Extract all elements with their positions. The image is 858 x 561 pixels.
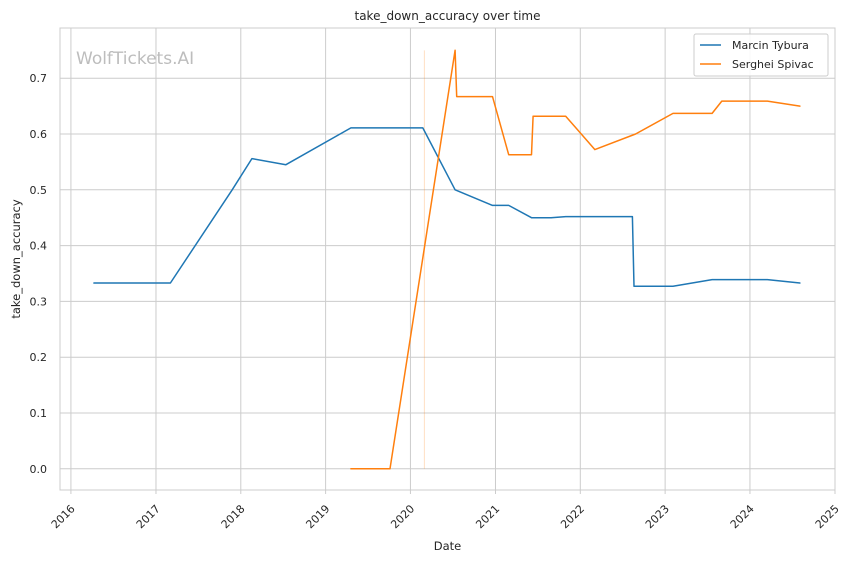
watermark: WolfTickets.AI (76, 49, 194, 69)
y-tick-label: 0.5 (30, 184, 48, 197)
x-tick-label: 2019 (303, 502, 332, 531)
x-tick-label: 2020 (388, 502, 417, 531)
legend: Marcin Tybura Serghei Spivac (693, 33, 829, 77)
x-axis-label: Date (434, 539, 462, 553)
series-layer (93, 49, 801, 470)
series-line-serghei-spivac (350, 49, 801, 470)
series-line-marcin-tybura (93, 127, 801, 288)
x-tick-label: 2023 (643, 502, 672, 531)
y-tick-label: 0.6 (30, 128, 48, 141)
legend-box (693, 33, 829, 77)
x-tick-label: 2017 (134, 502, 163, 531)
legend-label-serghei-spivac: Serghei Spivac (732, 58, 814, 71)
x-tick-label: 2018 (219, 502, 248, 531)
legend-label-marcin-tybura: Marcin Tybura (732, 39, 809, 52)
y-tick-label: 0.2 (30, 351, 48, 364)
x-tick-labels: 2016 2017 2018 2019 2020 2021 2022 2023 2024 2025 (49, 502, 842, 531)
y-tick-label: 0.0 (30, 463, 48, 476)
y-tick-label: 0.1 (30, 407, 48, 420)
x-tick-label: 2022 (558, 502, 587, 531)
grid (60, 28, 836, 494)
x-tick-label: 2025 (813, 502, 842, 531)
x-tick-label: 2021 (473, 502, 502, 531)
y-axis-label: take_down_accuracy (9, 199, 23, 318)
y-tick-label: 0.4 (30, 240, 48, 253)
chart-title: take_down_accuracy over time (355, 9, 541, 23)
y-tick-label: 0.7 (30, 72, 48, 85)
y-tick-labels: 0.0 0.1 0.2 0.3 0.4 0.5 0.6 0.7 (30, 72, 48, 476)
y-tick-label: 0.3 (30, 295, 48, 308)
x-tick-label: 2024 (728, 502, 757, 531)
x-tick-label: 2016 (49, 502, 78, 531)
